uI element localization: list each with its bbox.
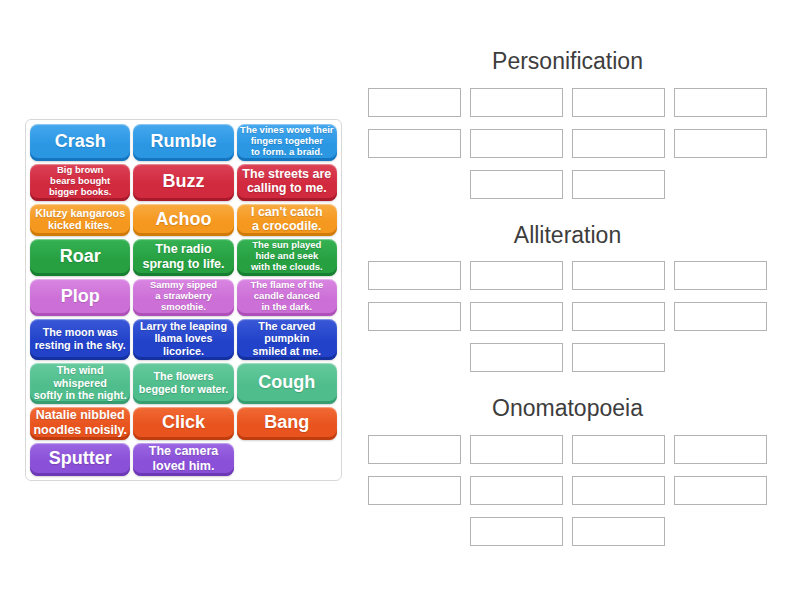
drop-slot[interactable] xyxy=(368,302,461,331)
drop-slot[interactable] xyxy=(674,435,767,464)
word-tile[interactable]: Crash xyxy=(30,124,130,161)
group-title-onomatopoeia: Onomatopoeia xyxy=(368,395,767,423)
drop-slot[interactable] xyxy=(470,476,563,505)
slot-row xyxy=(368,343,767,372)
drop-slot[interactable] xyxy=(470,435,563,464)
group-slots-personification xyxy=(368,88,767,199)
drop-slot[interactable] xyxy=(572,302,665,331)
word-tile[interactable]: Roar xyxy=(30,239,130,276)
drop-slot[interactable] xyxy=(368,261,461,290)
word-tile[interactable]: The streets are calling to me. xyxy=(237,164,337,201)
word-tile[interactable]: The flowers begged for water. xyxy=(133,363,233,404)
slot-row xyxy=(368,129,767,158)
word-tile[interactable]: Sammy sipped a strawberry smoothie. xyxy=(133,279,233,316)
word-tile[interactable]: I can't catch a crocodile. xyxy=(237,204,337,237)
group-alliteration: Alliteration xyxy=(368,222,767,373)
slot-row xyxy=(368,302,767,331)
slot-row xyxy=(368,170,767,199)
drop-slot[interactable] xyxy=(470,170,563,199)
drop-slot[interactable] xyxy=(368,435,461,464)
word-tile[interactable]: The moon was resting in the sky. xyxy=(30,319,130,360)
drop-slot[interactable] xyxy=(572,517,665,546)
word-tile[interactable]: The camera loved him. xyxy=(133,443,233,476)
group-title-alliteration: Alliteration xyxy=(368,222,767,250)
drop-slot[interactable] xyxy=(470,343,563,372)
drop-slot[interactable] xyxy=(470,302,563,331)
drop-slot[interactable] xyxy=(368,129,461,158)
group-onomatopoeia: Onomatopoeia xyxy=(368,395,767,546)
group-slots-alliteration xyxy=(368,261,767,372)
drop-slot[interactable] xyxy=(674,302,767,331)
word-tile[interactable]: The wind whispered softly in the night. xyxy=(30,363,130,404)
drop-slot[interactable] xyxy=(470,129,563,158)
drop-slot[interactable] xyxy=(572,435,665,464)
drop-slot[interactable] xyxy=(470,261,563,290)
word-bank: CrashRumbleThe vines wove their fingers … xyxy=(25,119,342,481)
word-tile[interactable]: The sun played hide and seek with the cl… xyxy=(237,239,337,276)
word-tile[interactable]: Buzz xyxy=(133,164,233,201)
drop-slot[interactable] xyxy=(572,343,665,372)
word-bank-grid: CrashRumbleThe vines wove their fingers … xyxy=(30,124,337,476)
word-tile[interactable]: The flame of the candle danced in the da… xyxy=(237,279,337,316)
drop-slot[interactable] xyxy=(572,476,665,505)
drop-slot[interactable] xyxy=(368,88,461,117)
drop-slot[interactable] xyxy=(470,517,563,546)
slot-row xyxy=(368,517,767,546)
slot-row xyxy=(368,88,767,117)
drop-slot[interactable] xyxy=(674,129,767,158)
word-tile[interactable]: Click xyxy=(133,407,233,440)
slot-row xyxy=(368,435,767,464)
game-page: CrashRumbleThe vines wove their fingers … xyxy=(0,0,800,600)
drop-slot[interactable] xyxy=(572,129,665,158)
word-tile[interactable]: Klutzy kangaroos kicked kites. xyxy=(30,204,130,237)
drop-slot[interactable] xyxy=(470,88,563,117)
word-tile[interactable]: The carved pumpkin smiled at me. xyxy=(237,319,337,360)
drop-slot[interactable] xyxy=(572,88,665,117)
word-tile[interactable]: Larry the leaping llama loves licorice. xyxy=(133,319,233,360)
word-tile[interactable]: Rumble xyxy=(133,124,233,161)
word-tile[interactable]: Plop xyxy=(30,279,130,316)
slot-row xyxy=(368,476,767,505)
word-tile[interactable]: Bang xyxy=(237,407,337,440)
drop-slot[interactable] xyxy=(572,261,665,290)
drop-slot[interactable] xyxy=(674,88,767,117)
word-tile[interactable]: Big brown bears bought bigger books. xyxy=(30,164,130,201)
word-tile[interactable]: The vines wove their fingers together to… xyxy=(237,124,337,161)
word-tile[interactable]: Achoo xyxy=(133,204,233,237)
drop-slot[interactable] xyxy=(368,476,461,505)
word-tile[interactable]: Natalie nibbled noodles noisily. xyxy=(30,407,130,440)
group-personification: Personification xyxy=(368,48,767,199)
slot-row xyxy=(368,261,767,290)
drop-slot[interactable] xyxy=(572,170,665,199)
word-tile[interactable]: Sputter xyxy=(30,443,130,476)
drop-slot[interactable] xyxy=(674,261,767,290)
group-slots-onomatopoeia xyxy=(368,435,767,546)
word-tile[interactable]: Cough xyxy=(237,363,337,404)
drop-slot[interactable] xyxy=(674,476,767,505)
word-tile[interactable]: The radio sprang to life. xyxy=(133,239,233,276)
group-title-personification: Personification xyxy=(368,48,767,76)
categories-panel: Personification Alliteration Onomatopoei… xyxy=(368,48,767,569)
